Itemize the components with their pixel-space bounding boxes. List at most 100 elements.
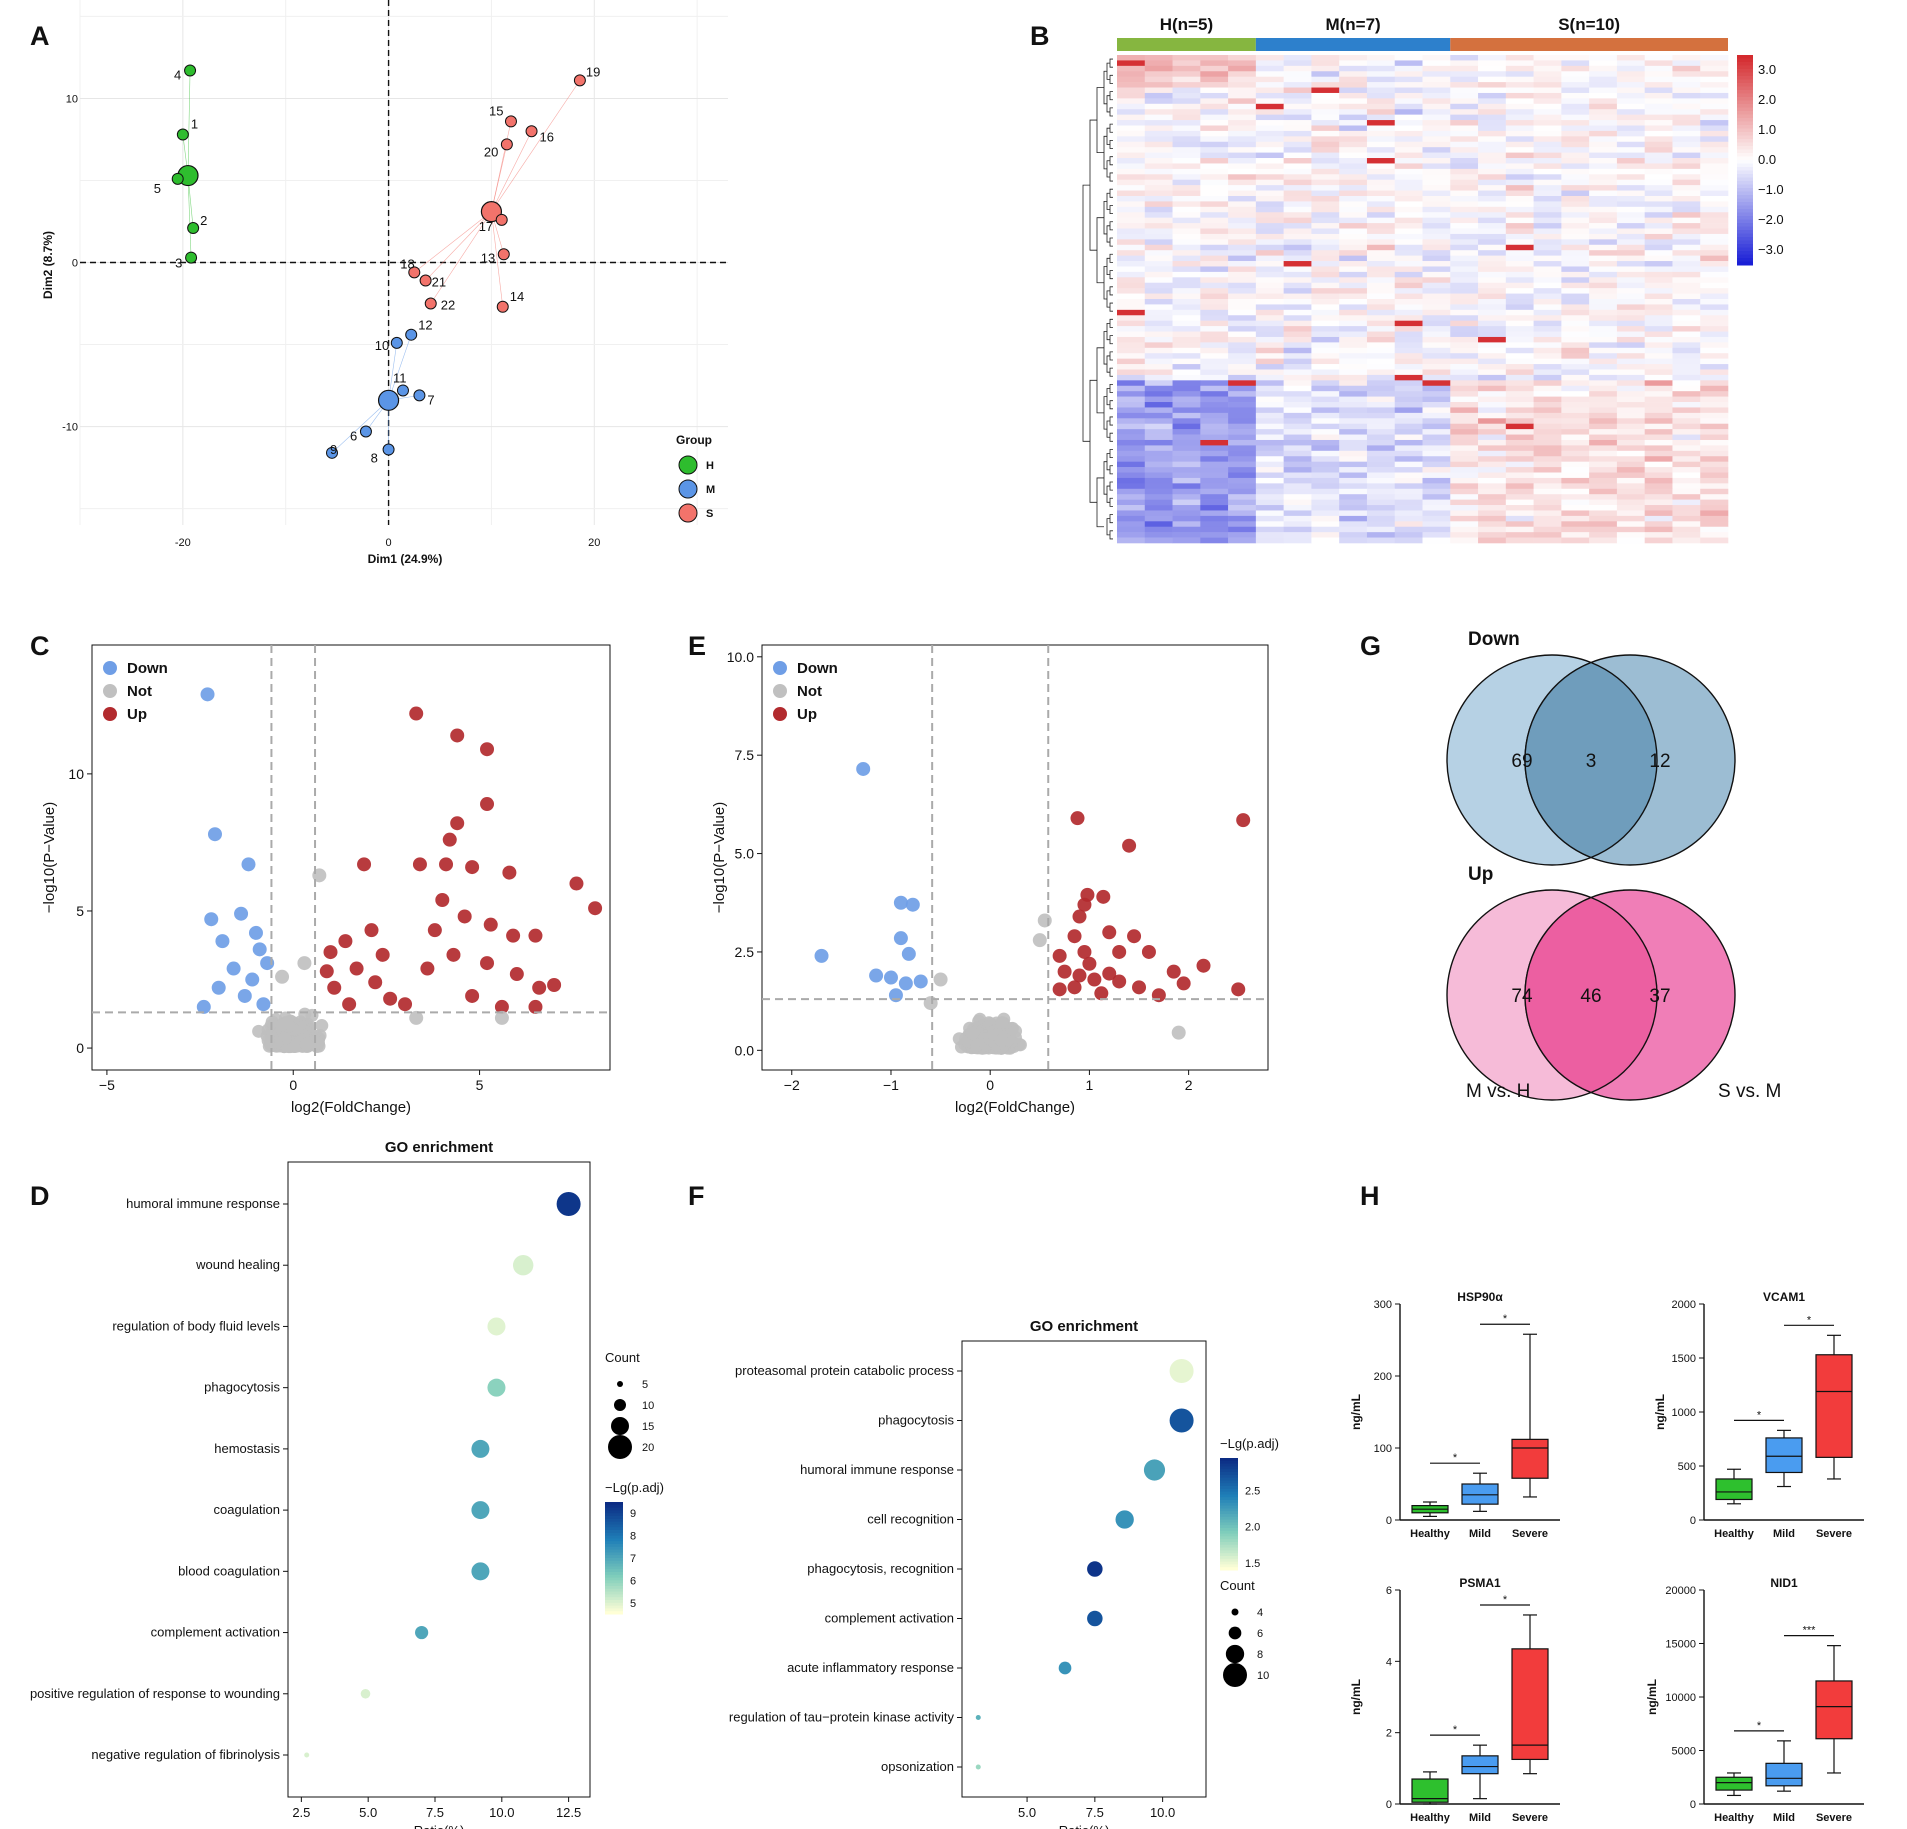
heatmap-cell — [1700, 380, 1729, 387]
heatmap-cell — [1255, 331, 1284, 338]
heatmap-cell — [1533, 526, 1562, 533]
heatmap-cell — [1144, 374, 1173, 381]
heatmap-cell — [1228, 152, 1257, 159]
heatmap-cell — [1117, 299, 1146, 305]
not-point — [275, 969, 290, 984]
colorbar-segment — [1220, 1514, 1238, 1518]
heatmap-cell — [1616, 494, 1645, 500]
heatmap-cell — [1255, 407, 1284, 414]
heatmap-cell — [1394, 152, 1423, 159]
heatmap-cell — [1339, 212, 1368, 218]
heatmap-cell — [1172, 223, 1201, 229]
heatmap-cell — [1255, 87, 1284, 94]
colorbar-segment — [1220, 1547, 1238, 1551]
heatmap-cell — [1117, 82, 1146, 88]
heatmap-cell — [1478, 347, 1507, 354]
significance-label: * — [1757, 1720, 1762, 1732]
heatmap-cell — [1144, 206, 1173, 213]
heatmap-cell — [1589, 299, 1618, 305]
up-point — [509, 967, 524, 982]
enrichment-dot — [1169, 1359, 1194, 1383]
heatmap-cell — [1228, 315, 1257, 321]
heatmap-cell — [1172, 320, 1201, 327]
heatmap-cell — [1616, 483, 1645, 490]
up-point — [457, 909, 472, 924]
heatmap-cell — [1228, 331, 1257, 338]
down-point — [893, 895, 908, 910]
heatmap-cell — [1283, 87, 1312, 94]
colorbar-tick-label: 7 — [630, 1553, 636, 1565]
heatmap-cell — [1144, 342, 1173, 349]
heatmap-cell — [1561, 65, 1590, 72]
heatmap-cell — [1144, 445, 1173, 452]
significance-label: *** — [1803, 1625, 1817, 1637]
heatmap-cell — [1533, 505, 1562, 511]
heatmap-cell — [1478, 402, 1507, 408]
heatmap-cell — [1561, 309, 1590, 316]
heatmap-cell — [1505, 488, 1534, 495]
heatmap-cell — [1561, 250, 1590, 256]
heatmap-cell — [1283, 147, 1312, 153]
heatmap-cell — [1366, 331, 1396, 338]
heatmap-cell — [1505, 526, 1534, 533]
heatmap-cell — [1700, 233, 1729, 240]
heatmap-cell — [1561, 136, 1590, 143]
heatmap-cell — [1533, 439, 1562, 446]
heatmap-cell — [1450, 477, 1479, 484]
heatmap-cell — [1366, 353, 1396, 359]
heatmap-cell — [1533, 92, 1562, 99]
heatmap-cell — [1561, 385, 1590, 392]
heatmap-cell — [1589, 510, 1618, 517]
y-axis-label: ng/mL — [1349, 1679, 1363, 1715]
heatmap-cell — [1700, 250, 1729, 256]
heatmap-cell — [1589, 309, 1618, 316]
down-point — [913, 974, 928, 989]
heatmap-cell — [1478, 158, 1507, 164]
heatmap-cell — [1450, 206, 1479, 213]
heatmap-cell — [1422, 255, 1451, 262]
heatmap-cell — [1283, 163, 1312, 170]
up-point — [1057, 964, 1072, 979]
heatmap-cell — [1672, 158, 1701, 164]
heatmap-cell — [1672, 82, 1701, 88]
heatmap-cell — [1117, 293, 1146, 300]
heatmap-cell — [1200, 223, 1229, 229]
heatmap-cell — [1283, 201, 1312, 208]
heatmap-cell — [1339, 120, 1368, 126]
heatmap-cell — [1644, 315, 1673, 321]
heatmap-cell — [1339, 163, 1368, 170]
heatmap-cell — [1394, 228, 1423, 235]
colorbar-segment — [605, 1541, 623, 1545]
heatmap-cell — [1672, 510, 1701, 517]
heatmap-cell — [1172, 82, 1201, 88]
heatmap-cell — [1422, 439, 1451, 446]
heatmap-cell — [1200, 114, 1229, 121]
heatmap-cell — [1505, 412, 1534, 419]
heatmap-cell — [1283, 342, 1312, 349]
colorbar-segment — [1737, 86, 1753, 91]
heatmap-cell — [1505, 358, 1534, 365]
size-legend-dot — [608, 1435, 632, 1459]
venn-overlap — [1524, 896, 1658, 1094]
heatmap-cell — [1394, 114, 1423, 121]
heatmap-cell — [1450, 195, 1479, 202]
down-point — [814, 948, 829, 963]
heatmap-cell — [1422, 380, 1451, 387]
colorbar-segment — [1737, 209, 1753, 213]
heatmap-cell — [1533, 250, 1562, 256]
heatmap-cell — [1561, 326, 1590, 332]
not-point — [1171, 1025, 1186, 1040]
heatmap-cell — [1422, 418, 1451, 425]
heatmap-cell — [1589, 217, 1618, 224]
heatmap-cell — [1589, 331, 1618, 338]
heatmap-cell — [1561, 87, 1590, 94]
heatmap-cell — [1644, 369, 1673, 376]
sample-label: 15 — [489, 103, 503, 118]
heatmap-cell — [1339, 385, 1368, 392]
colorbar-segment — [605, 1588, 623, 1593]
heatmap-cell — [1200, 353, 1229, 359]
heatmap-cell — [1311, 461, 1340, 468]
heatmap-cell — [1616, 76, 1645, 83]
heatmap-cell — [1561, 510, 1590, 517]
heatmap-cell — [1700, 521, 1729, 528]
